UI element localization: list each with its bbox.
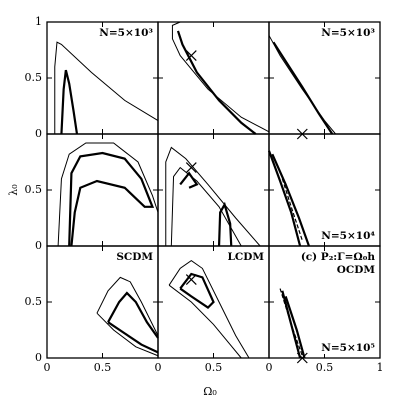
contour xyxy=(268,35,336,135)
contour xyxy=(217,201,233,247)
contour xyxy=(272,41,334,135)
marker-cross xyxy=(185,50,197,62)
contour xyxy=(179,171,199,189)
contour xyxy=(168,259,250,359)
annotation-bg xyxy=(335,264,377,276)
annotation: (c) P₂:Γ=Ω₀h xyxy=(301,251,376,263)
contour xyxy=(171,21,270,133)
panel-frame xyxy=(157,21,270,135)
y-tick-label: 0 xyxy=(35,239,42,252)
annotation-bg xyxy=(226,251,266,263)
y-tick-label: 0.5 xyxy=(25,295,43,308)
x-tick-label: 0 xyxy=(266,361,273,374)
annotation: SCDM xyxy=(116,251,153,263)
x-tick-label: 0.5 xyxy=(205,361,223,374)
annotation-bg xyxy=(98,27,155,39)
annotation-bg xyxy=(320,342,377,354)
contour xyxy=(107,321,159,354)
marker-cross xyxy=(185,274,197,286)
annotation-bg xyxy=(299,251,377,263)
contour xyxy=(281,178,303,241)
marker-cross xyxy=(185,162,197,174)
contour xyxy=(284,296,306,359)
contour xyxy=(57,142,159,247)
annotation: OCDM xyxy=(337,264,376,276)
x-tick-label: 0 xyxy=(155,361,162,374)
x-tick-label: 0.5 xyxy=(94,361,112,374)
y-axis-label: λ₀ xyxy=(7,184,20,196)
contour xyxy=(68,151,155,247)
y-tick-label: 0 xyxy=(35,127,42,140)
y-tick-label: 0 xyxy=(35,351,42,364)
contour xyxy=(96,276,159,336)
annotation: N=5×10⁵ xyxy=(321,342,375,354)
contour xyxy=(54,41,159,134)
contour xyxy=(60,69,79,135)
annotation: N=5×10³ xyxy=(321,27,375,39)
contour xyxy=(271,153,310,247)
x-axis-label: Ω₀ xyxy=(203,385,217,398)
contour xyxy=(96,312,159,357)
contour xyxy=(267,150,302,247)
y-tick-label: 0.5 xyxy=(25,183,43,196)
contour xyxy=(179,272,215,310)
annotation: N=5×10⁴ xyxy=(321,230,375,242)
contour xyxy=(165,146,261,247)
x-tick-label: 1 xyxy=(377,361,384,374)
x-tick-label: 0.5 xyxy=(316,361,334,374)
y-tick-label: 1 xyxy=(35,15,42,28)
y-tick-label: 0.5 xyxy=(25,71,43,84)
annotation-bg xyxy=(320,230,377,242)
panel-frame xyxy=(157,133,270,247)
contour xyxy=(176,30,257,135)
panel-frame xyxy=(46,133,159,247)
contour xyxy=(279,288,303,356)
x-tick-label: 0 xyxy=(44,361,51,374)
contour xyxy=(107,291,159,339)
annotation: LCDM xyxy=(228,251,265,263)
contour xyxy=(168,284,242,359)
marker-cross xyxy=(296,352,308,364)
annotation-bg xyxy=(320,27,377,39)
annotation-bg xyxy=(115,251,155,263)
annotation: N=5×10³ xyxy=(99,27,153,39)
